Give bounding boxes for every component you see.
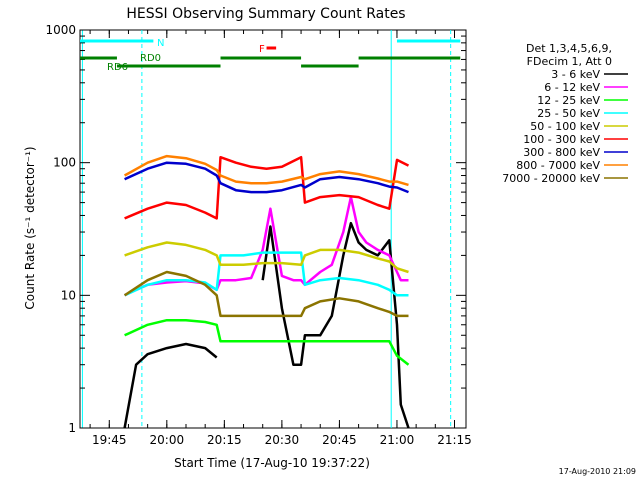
series-line — [123, 270, 409, 318]
legend-entry-label: 12 - 25 keV — [537, 94, 600, 107]
series-line — [261, 221, 410, 429]
legend: Det 1,3,4,5,6,9,FDecim 1, Att 03 - 6 keV… — [502, 42, 628, 185]
series-line — [124, 241, 409, 274]
legend-entry-label: 25 - 50 keV — [537, 107, 600, 120]
legend-header: Det 1,3,4,5,6,9, — [526, 42, 612, 55]
x-axis-label: Start Time (17-Aug-10 19:37:22) — [174, 456, 370, 470]
y-tick-label: 1 — [68, 421, 76, 435]
y-tick-label: 10 — [61, 288, 76, 302]
y-tick-label: 1000 — [45, 23, 76, 37]
series-line — [124, 251, 409, 297]
series-line — [124, 161, 409, 194]
legend-entry-label: 50 - 100 keV — [530, 120, 600, 133]
legend-entry-label: 3 - 6 keV — [551, 68, 600, 81]
series-line — [124, 318, 410, 366]
flag-label: F — [259, 44, 265, 55]
legend-entry-label: 300 - 800 keV — [523, 146, 600, 159]
x-tick-label: 20:15 — [207, 433, 242, 447]
generation-timestamp: 17-Aug-2010 21:09 — [558, 467, 636, 476]
flag-label: RD6 — [107, 62, 128, 73]
legend-entry-label: 800 - 7000 keV — [516, 159, 600, 172]
plot-area: 19:45 20:00 20:15 20:30 20:45 21:00 21:15 1 10 10… — [45, 23, 471, 447]
x-tick-label: 19:45 — [92, 433, 127, 447]
y-axis-label: Count Rate (s⁻¹ detector⁻¹) — [23, 146, 37, 309]
x-tick-label: 20:45 — [322, 433, 357, 447]
legend-header: FDecim 1, Att 0 — [527, 55, 612, 68]
x-tick-label: 21:15 — [437, 433, 472, 447]
plot-frame — [79, 29, 467, 429]
legend-entry-label: 100 - 300 keV — [523, 133, 600, 146]
series-line — [124, 155, 410, 220]
flag-label: N — [157, 38, 164, 49]
chart-title: HESSI Observing Summary Count Rates — [126, 6, 405, 22]
legend-entry-label: 6 - 12 keV — [544, 81, 600, 94]
y-tick-label: 100 — [53, 156, 76, 170]
x-tick-label: 20:30 — [265, 433, 300, 447]
series-line — [123, 342, 218, 429]
flag-label: RD0 — [140, 53, 161, 64]
x-tick-label: 21:00 — [380, 433, 415, 447]
legend-entry-label: 7000 - 20000 keV — [502, 172, 600, 185]
x-tick-label: 20:00 — [150, 433, 185, 447]
series-line — [123, 154, 409, 187]
